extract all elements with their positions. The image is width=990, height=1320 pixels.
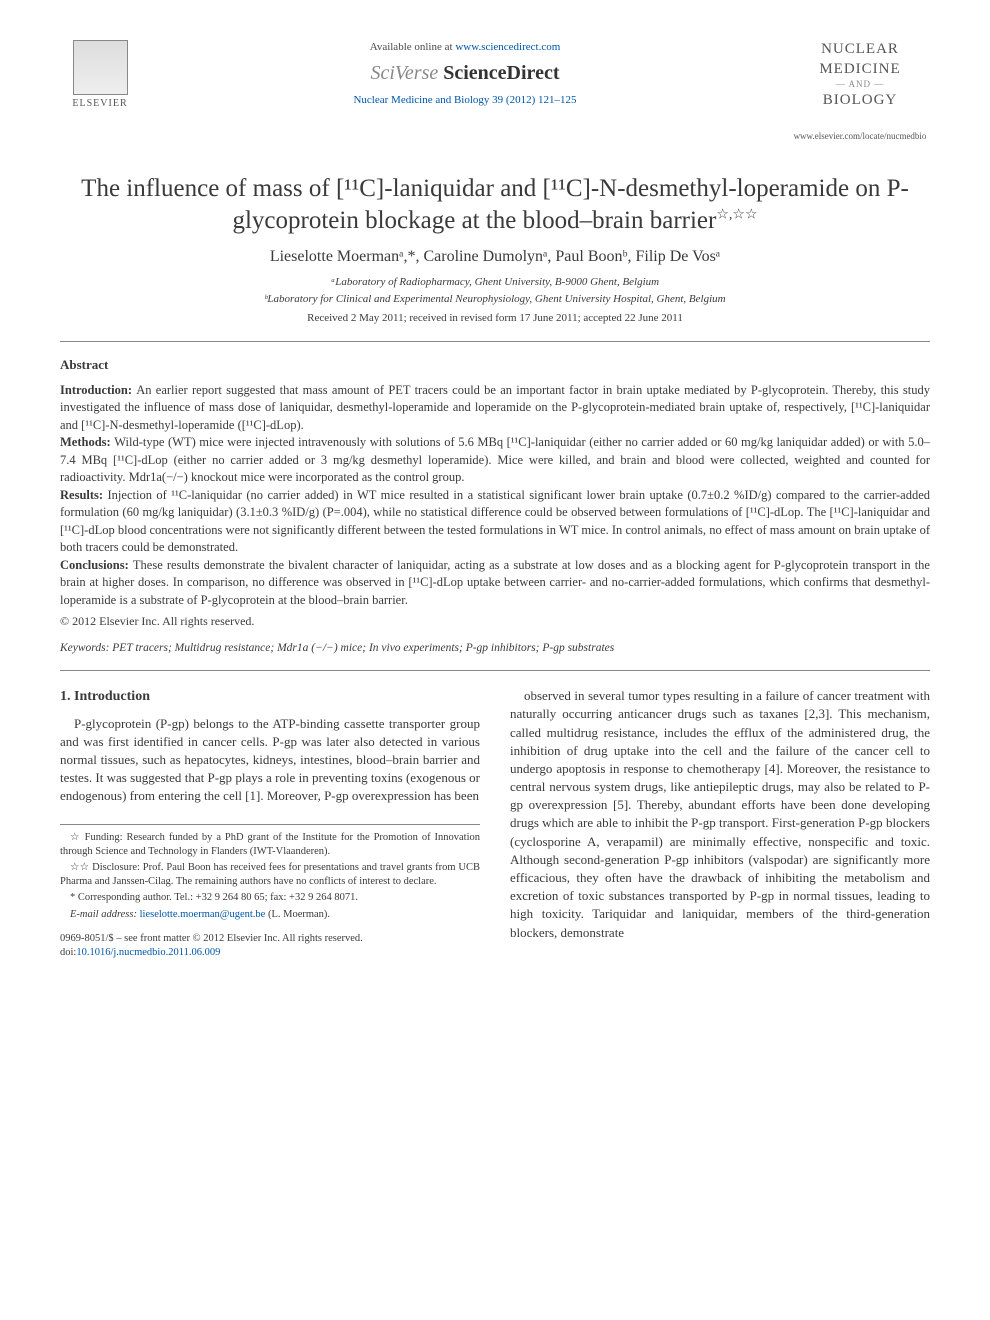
publisher-label: ELSEVIER — [72, 97, 127, 111]
title-block: The influence of mass of [¹¹C]-laniquida… — [60, 173, 930, 327]
title-text: The influence of mass of [¹¹C]-laniquida… — [81, 175, 909, 235]
author-list: Lieselotte Moermanᵃ,*, Caroline Dumolynᵃ… — [60, 246, 930, 268]
platform-brand: SciVerse ScienceDirect — [160, 59, 770, 87]
journal-cover-box: NUCLEAR MEDICINE — AND — BIOLOGY www.els… — [790, 40, 930, 143]
journal-name-line2: MEDICINE — [790, 60, 930, 80]
right-column: observed in several tumor types resultin… — [510, 687, 930, 960]
abstract-intro: An earlier report suggested that mass am… — [60, 383, 930, 432]
available-text: Available online at — [370, 41, 456, 53]
abstract-intro-label: Introduction: — [60, 383, 136, 397]
publisher-logo: ELSEVIER — [60, 40, 140, 111]
header-center: Available online at www.sciencedirect.co… — [140, 40, 790, 109]
email-label: E-mail address: — [70, 909, 140, 920]
abstract-methods-label: Methods: — [60, 435, 114, 449]
bottom-metadata: 0969-8051/$ – see front matter © 2012 El… — [60, 932, 480, 960]
journal-citation[interactable]: Nuclear Medicine and Biology 39 (2012) 1… — [160, 93, 770, 108]
affiliation-a: ᵃLaboratory of Radiopharmacy, Ghent Univ… — [60, 274, 930, 291]
journal-url[interactable]: www.elsevier.com/locate/nucmedbio — [790, 130, 930, 143]
elsevier-tree-icon — [73, 40, 128, 95]
intro-para-right: observed in several tumor types resultin… — [510, 687, 930, 942]
keywords-text: PET tracers; Multidrug resistance; Mdr1a… — [112, 642, 614, 654]
article-dates: Received 2 May 2011; received in revised… — [60, 311, 930, 326]
left-column: 1. Introduction P-glycoprotein (P-gp) be… — [60, 687, 480, 960]
journal-name: NUCLEAR MEDICINE — AND — BIOLOGY — [790, 40, 930, 110]
abstract-methods: Wild-type (WT) mice were injected intrav… — [60, 435, 930, 484]
abstract-conclusions: These results demonstrate the bivalent c… — [60, 558, 930, 607]
footnote-corresponding: * Corresponding author. Tel.: +32 9 264 … — [60, 891, 480, 905]
email-link[interactable]: lieselotte.moerman@ugent.be — [140, 909, 266, 920]
title-footnote-marks: ☆,☆☆ — [716, 208, 757, 223]
abstract-results: Injection of ¹¹C-laniquidar (no carrier … — [60, 488, 930, 555]
abstract-body: Introduction: An earlier report suggeste… — [60, 382, 930, 610]
footnote-email: E-mail address: lieselotte.moerman@ugent… — [60, 908, 480, 922]
page-header: ELSEVIER Available online at www.science… — [60, 40, 930, 143]
platform-name: ScienceDirect — [443, 62, 559, 84]
journal-name-line1: NUCLEAR — [790, 40, 930, 60]
sciencedirect-link[interactable]: www.sciencedirect.com — [455, 41, 560, 53]
section-1-heading: 1. Introduction — [60, 687, 480, 707]
keywords: Keywords: PET tracers; Multidrug resista… — [60, 640, 930, 656]
article-title: The influence of mass of [¹¹C]-laniquida… — [60, 173, 930, 238]
doi-line: doi:10.1016/j.nucmedbio.2011.06.009 — [60, 946, 480, 960]
footnote-funding: ☆ Funding: Research funded by a PhD gran… — [60, 831, 480, 859]
abstract-heading: Abstract — [60, 356, 930, 374]
affiliation-b: ᵇLaboratory for Clinical and Experimenta… — [60, 291, 930, 308]
abstract-section: Abstract Introduction: An earlier report… — [60, 356, 930, 657]
intro-para-left: P-glycoprotein (P-gp) belongs to the ATP… — [60, 715, 480, 806]
available-online: Available online at www.sciencedirect.co… — [160, 40, 770, 55]
issn-line: 0969-8051/$ – see front matter © 2012 El… — [60, 932, 480, 946]
abstract-copyright: © 2012 Elsevier Inc. All rights reserved… — [60, 613, 930, 630]
rule-top — [60, 341, 930, 342]
journal-name-line3: BIOLOGY — [790, 91, 930, 111]
abstract-conclusions-label: Conclusions: — [60, 558, 133, 572]
rule-bottom — [60, 670, 930, 671]
body-columns: 1. Introduction P-glycoprotein (P-gp) be… — [60, 687, 930, 960]
email-suffix: (L. Moerman). — [265, 909, 330, 920]
footnotes: ☆ Funding: Research funded by a PhD gran… — [60, 824, 480, 922]
abstract-results-label: Results: — [60, 488, 108, 502]
footnote-disclosure: ☆☆ Disclosure: Prof. Paul Boon has recei… — [60, 861, 480, 889]
journal-name-and: — AND — — [790, 79, 930, 91]
affiliations: ᵃLaboratory of Radiopharmacy, Ghent Univ… — [60, 274, 930, 307]
platform-prefix: SciVerse — [370, 62, 443, 84]
keywords-label: Keywords: — [60, 642, 112, 654]
doi-link[interactable]: 10.1016/j.nucmedbio.2011.06.009 — [76, 947, 220, 958]
